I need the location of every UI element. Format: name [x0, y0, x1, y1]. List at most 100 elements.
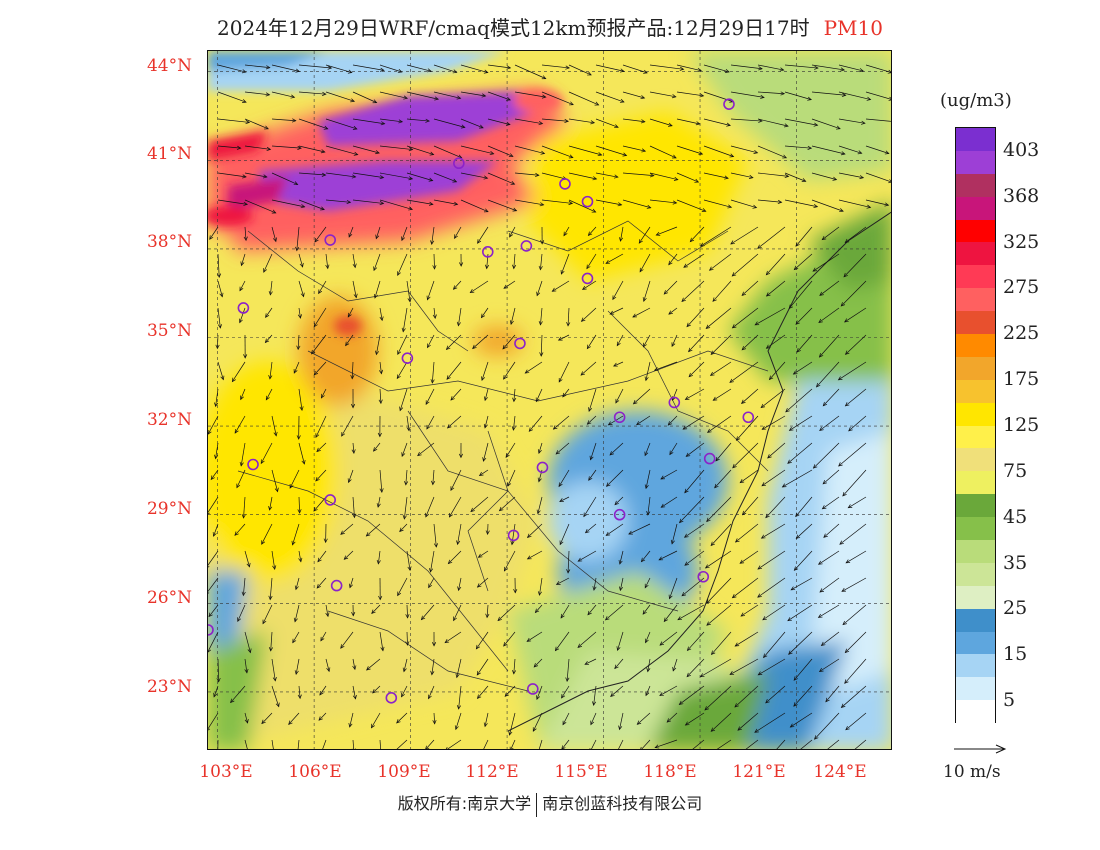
wind-arrow	[688, 334, 705, 353]
wind-arrow	[378, 361, 384, 375]
wind-arrow	[703, 118, 731, 127]
wind-arrow	[613, 361, 624, 367]
lon-label-106: 106°E	[288, 762, 342, 782]
wind-arrow	[535, 388, 543, 403]
wind-arrow	[217, 361, 225, 381]
wind-arrow	[812, 253, 840, 272]
wind-arrow	[767, 442, 786, 459]
wind-arrow	[638, 226, 651, 244]
wind-arrow	[512, 658, 517, 675]
wind-arrow	[757, 550, 786, 570]
wind-arrow	[268, 496, 273, 511]
wind-arrow	[514, 118, 544, 126]
wind-arrow	[586, 415, 597, 425]
wind-arrow	[730, 172, 754, 179]
wind-arrow	[642, 280, 651, 302]
wind-arrow	[757, 118, 789, 128]
wind-arrow	[371, 712, 381, 729]
legend-swatch	[956, 288, 995, 312]
wind-arrow	[343, 550, 354, 560]
wind-arrow	[757, 199, 783, 204]
wind-arrow	[406, 118, 430, 123]
wind-arrow	[840, 280, 867, 307]
wind-arrow	[378, 388, 383, 405]
wind-arrow	[509, 739, 516, 749]
lon-label-121: 121°E	[732, 762, 786, 782]
wind-arrow	[827, 739, 840, 749]
lat-label-38: 38°N	[146, 232, 192, 252]
pollutant-label: PM10	[823, 16, 883, 40]
wind-arrow	[762, 604, 786, 621]
wind-arrow	[565, 658, 570, 683]
wind-arrow	[757, 658, 786, 676]
wind-arrow	[649, 199, 678, 205]
wind-arrow	[260, 442, 273, 465]
wind-arrow	[776, 739, 786, 749]
city-marker	[536, 461, 549, 474]
wind-arrow	[538, 307, 543, 326]
wind-arrow	[243, 334, 248, 359]
wind-arrow	[609, 307, 624, 315]
wind-arrow	[208, 550, 219, 568]
wind-arrow	[325, 118, 358, 130]
wind-arrow	[819, 577, 840, 593]
wind-arrow	[397, 253, 408, 276]
wind-arrow	[537, 442, 543, 454]
wind-arrow	[289, 469, 300, 489]
wind-arrow	[644, 469, 651, 490]
wind-arrow	[754, 307, 786, 326]
wind-arrow	[371, 604, 381, 615]
wind-arrow	[348, 712, 354, 728]
wind-arrow	[429, 550, 435, 573]
legend-swatch	[956, 128, 995, 151]
wind-arrow	[487, 199, 518, 212]
lon-label-109: 109°E	[377, 762, 431, 782]
wind-arrow	[817, 550, 840, 565]
wind-arrow	[379, 469, 384, 493]
wind-arrow	[670, 523, 678, 545]
wind-arrow	[595, 145, 628, 157]
wind-arrow	[234, 415, 246, 434]
wind-arrow	[503, 631, 516, 647]
wind-arrow	[458, 442, 464, 459]
wind-arrow	[217, 145, 242, 150]
copyright-separator	[536, 792, 538, 817]
wind-arrow	[793, 685, 813, 707]
wind-arrow	[406, 91, 440, 101]
wind-arrow	[401, 307, 408, 333]
wind-arrow	[823, 523, 840, 538]
wind-arrow	[323, 523, 328, 544]
wind-arrow	[660, 469, 678, 480]
wind-arrow	[644, 577, 651, 589]
wind-arrow	[456, 685, 462, 710]
wind-arrow	[541, 64, 570, 70]
city-marker	[247, 458, 259, 471]
city-markers	[208, 98, 755, 704]
wind-arrow	[784, 64, 819, 70]
wind-arrow	[710, 334, 732, 356]
wind-arrow	[297, 496, 302, 514]
wind-arrow	[507, 469, 516, 487]
wind-arrow	[431, 469, 436, 486]
wind-arrow	[322, 739, 327, 749]
wind-arrow	[658, 550, 678, 561]
wind-arrow	[708, 253, 732, 271]
wind-arrow	[325, 172, 357, 179]
legend-label: 403	[1003, 138, 1040, 161]
wind-arrow	[539, 334, 544, 357]
wind-arrow	[605, 523, 624, 536]
wind-arrow	[729, 361, 759, 383]
wind-arrow	[528, 415, 543, 432]
wind-arrow	[839, 523, 867, 545]
wind-arrow	[622, 145, 647, 153]
lat-label-26: 26°N	[146, 588, 192, 608]
wind-arrow	[244, 199, 277, 214]
wind-arrow	[379, 64, 403, 73]
wind-arrow	[589, 442, 597, 461]
wind-arrow	[659, 631, 678, 646]
wind-arrow	[716, 739, 732, 749]
city-marker	[742, 411, 755, 424]
wind-arrow	[622, 118, 646, 124]
wind-arrow	[765, 496, 786, 519]
wind-arrow	[208, 712, 219, 731]
